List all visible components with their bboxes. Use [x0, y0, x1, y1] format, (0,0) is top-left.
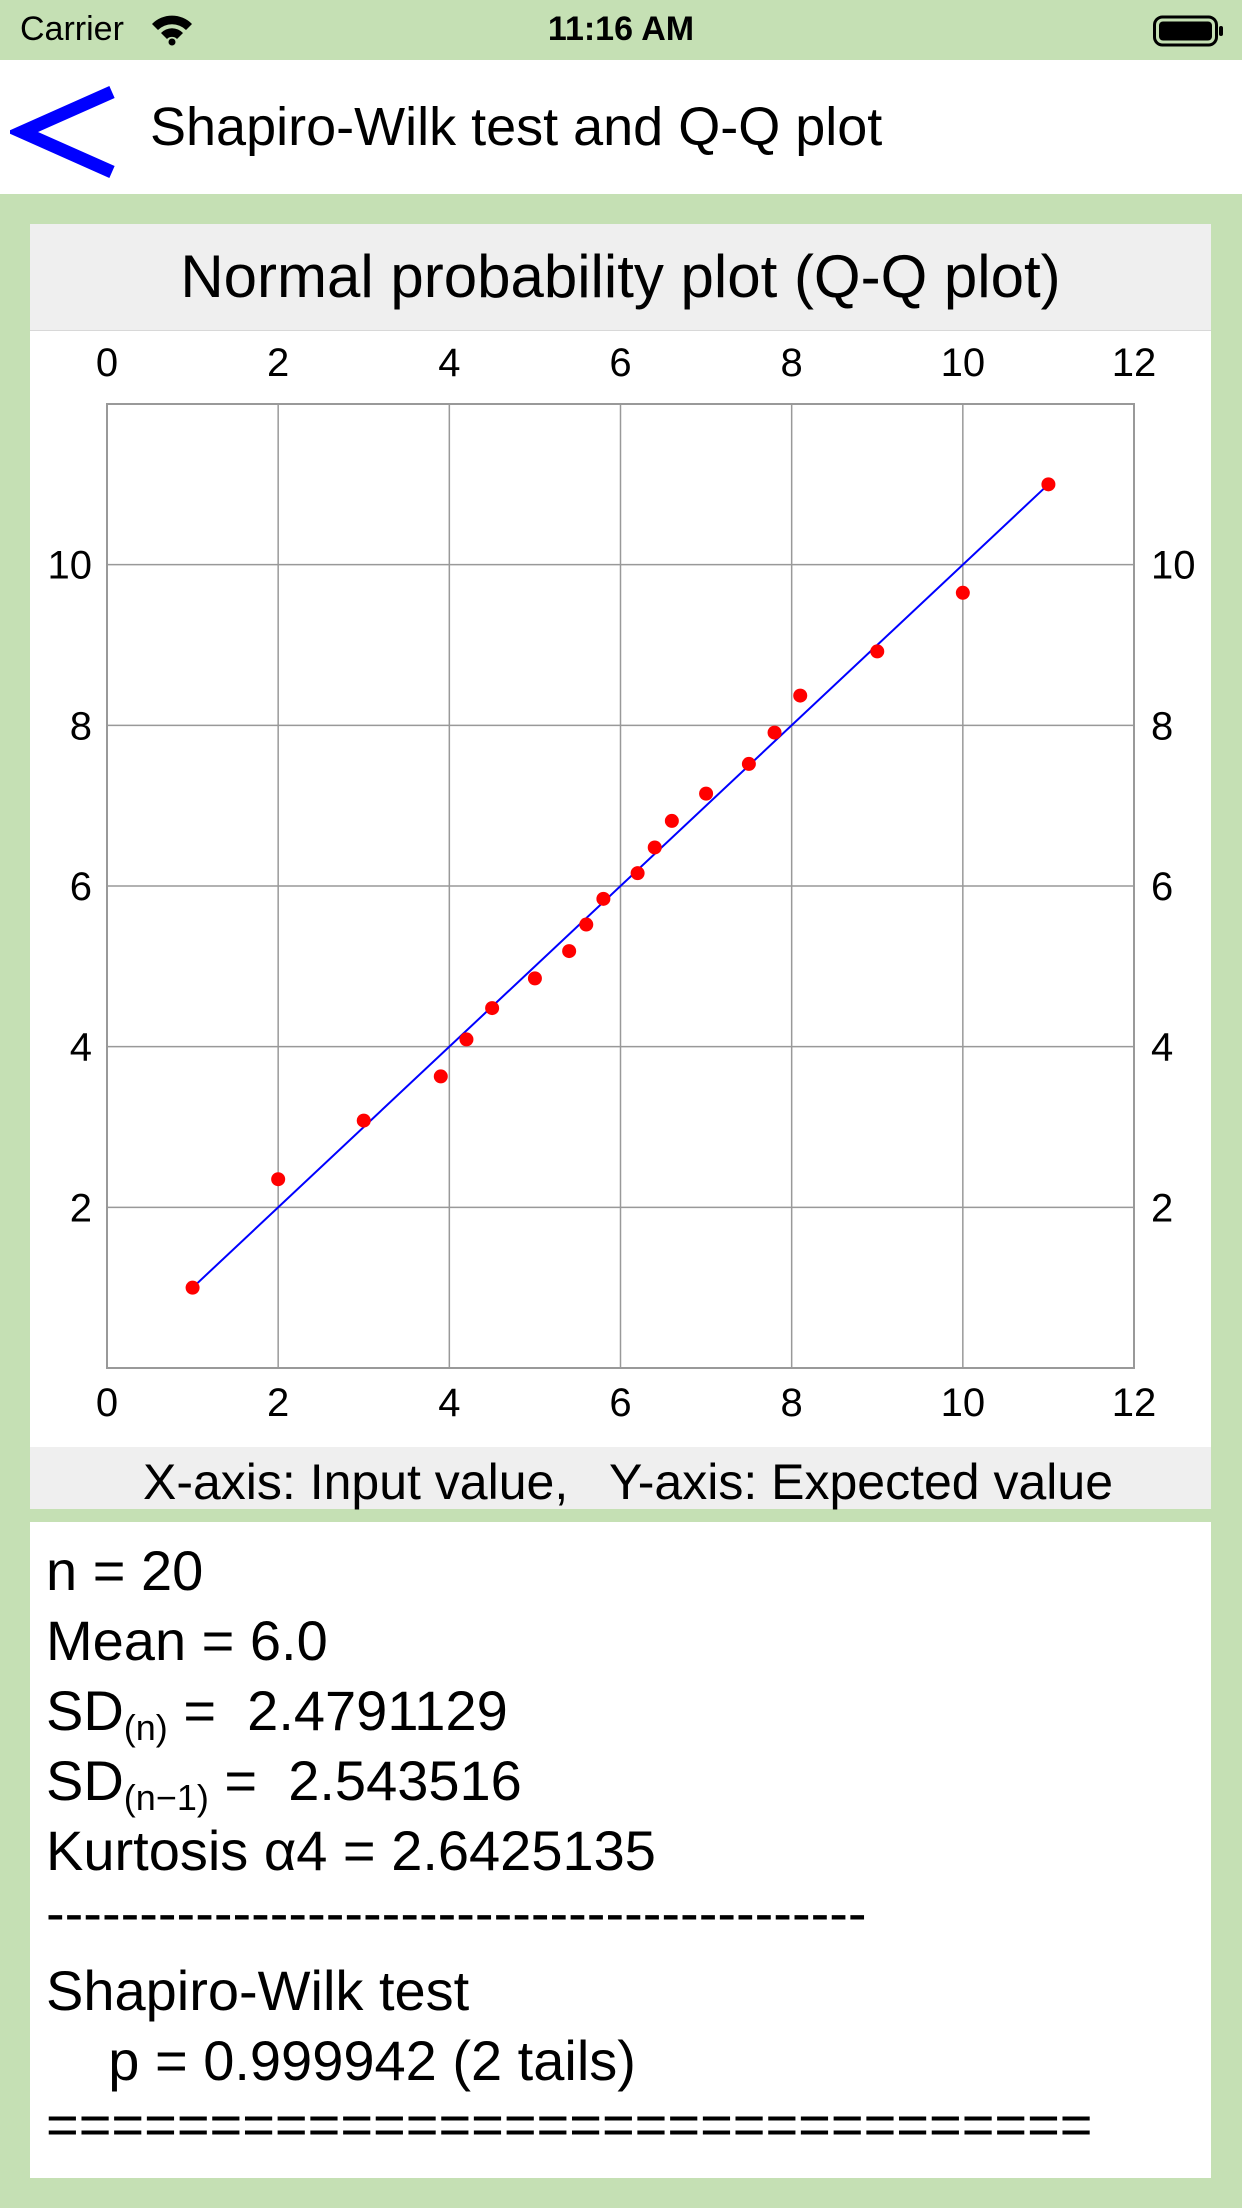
- battery-icon: [1153, 15, 1223, 47]
- sample-size: n = 20: [46, 1539, 204, 1602]
- data-point: [356, 1113, 371, 1128]
- data-point: [527, 971, 542, 986]
- x-tick-label-bottom: 2: [267, 1381, 289, 1425]
- data-point: [664, 813, 679, 828]
- back-chevron-icon[interactable]: [10, 84, 118, 180]
- carrier-label: Carrier: [20, 10, 124, 48]
- navigation-bar: Shapiro-Wilk test and Q-Q plot: [0, 60, 1242, 194]
- qq-plot-chart: 0 0 2 2 4 4 6 6 8 8 10 10 12 12 2 2 4 4 6 6 8 8 10 10: [48, 341, 1196, 1425]
- y-tick-label-right: 2: [1151, 1186, 1173, 1230]
- y-tick-label-right: 10: [1151, 544, 1196, 588]
- wifi-icon: [152, 15, 192, 46]
- data-point: [699, 786, 714, 801]
- data-point: [767, 725, 782, 740]
- y-tick-label-right: 8: [1151, 704, 1173, 748]
- data-point: [433, 1069, 448, 1084]
- test-name: Shapiro-Wilk test: [46, 1959, 470, 2022]
- data-point: [793, 688, 808, 703]
- y-tick-label-left: 10: [48, 544, 93, 588]
- x-tick-label-top: 10: [941, 341, 986, 385]
- sd-n-number: = 2.4791129: [167, 1679, 508, 1742]
- page-title: Shapiro-Wilk test and Q-Q plot: [150, 97, 883, 157]
- sd-n-prefix: SD: [46, 1679, 124, 1742]
- end-rule: ================================: [46, 2093, 1093, 2156]
- y-tick-label-left: 4: [70, 1026, 92, 1070]
- y-tick-label-right: 6: [1151, 865, 1173, 909]
- y-tick-label-left: 6: [70, 865, 92, 909]
- y-tick-label-left: 2: [70, 1186, 92, 1230]
- data-point: [185, 1280, 200, 1295]
- sd-n1-prefix: SD: [46, 1749, 124, 1812]
- kurtosis-value: Kurtosis α4 = 2.6425135: [46, 1819, 656, 1882]
- x-tick-label-bottom: 0: [96, 1381, 118, 1425]
- results-panel: n = 20 Mean = 6.0 SD(n) = 2.4791129 SD(n…: [30, 1522, 1211, 2178]
- x-tick-label-bottom: 6: [609, 1381, 631, 1425]
- x-tick-label-top: 2: [267, 341, 289, 385]
- data-point: [596, 891, 611, 906]
- data-point: [579, 917, 594, 932]
- sd-n1-value: SD(n−1) = 2.543516: [46, 1746, 522, 1823]
- qq-plot-panel: Normal probability plot (Q-Q plot) 0 0 2 2 4…: [30, 224, 1211, 1510]
- chart-title: Normal probability plot (Q-Q plot): [180, 243, 1061, 310]
- data-point: [562, 944, 577, 959]
- data-point: [955, 585, 970, 600]
- sd-n-subscript: (n): [123, 1707, 168, 1748]
- x-tick-label-top: 8: [781, 341, 803, 385]
- y-tick-label-right: 4: [1151, 1026, 1173, 1070]
- data-point: [647, 840, 662, 855]
- data-point: [741, 756, 756, 771]
- axis-caption: X-axis: Input value, Y-axis: Expected va…: [143, 1454, 1113, 1510]
- data-point: [271, 1172, 286, 1187]
- separator-line: ----------------------------------------…: [46, 1881, 867, 1944]
- sd-n1-number: = 2.543516: [208, 1749, 522, 1812]
- x-tick-label-bottom: 12: [1112, 1381, 1157, 1425]
- status-bar: Carrier 11:16 AM: [0, 0, 1242, 60]
- p-value: p = 0.999942 (2 tails): [46, 2029, 636, 2092]
- data-point: [459, 1032, 474, 1047]
- status-time: 11:16 AM: [547, 10, 695, 48]
- chart-title-bar: Normal probability plot (Q-Q plot): [30, 224, 1211, 331]
- mean-value: Mean = 6.0: [46, 1609, 328, 1672]
- sd-n-value: SD(n) = 2.4791129: [46, 1676, 508, 1753]
- x-tick-label-top: 0: [96, 341, 118, 385]
- x-tick-label-top: 4: [438, 341, 460, 385]
- axis-caption-bar: X-axis: Input value, Y-axis: Expected va…: [30, 1447, 1211, 1510]
- x-tick-label-bottom: 4: [438, 1381, 460, 1425]
- x-tick-label-bottom: 10: [941, 1381, 986, 1425]
- y-tick-label-left: 8: [70, 704, 92, 748]
- x-tick-label-top: 12: [1112, 341, 1157, 385]
- reference-line: [191, 483, 1050, 1289]
- data-point: [485, 1001, 500, 1016]
- data-point: [870, 644, 885, 659]
- x-tick-label-top: 6: [609, 341, 631, 385]
- data-point: [1041, 477, 1056, 492]
- data-point: [630, 866, 645, 881]
- sd-n1-subscript: (n−1): [123, 1777, 209, 1818]
- x-tick-label-bottom: 8: [781, 1381, 803, 1425]
